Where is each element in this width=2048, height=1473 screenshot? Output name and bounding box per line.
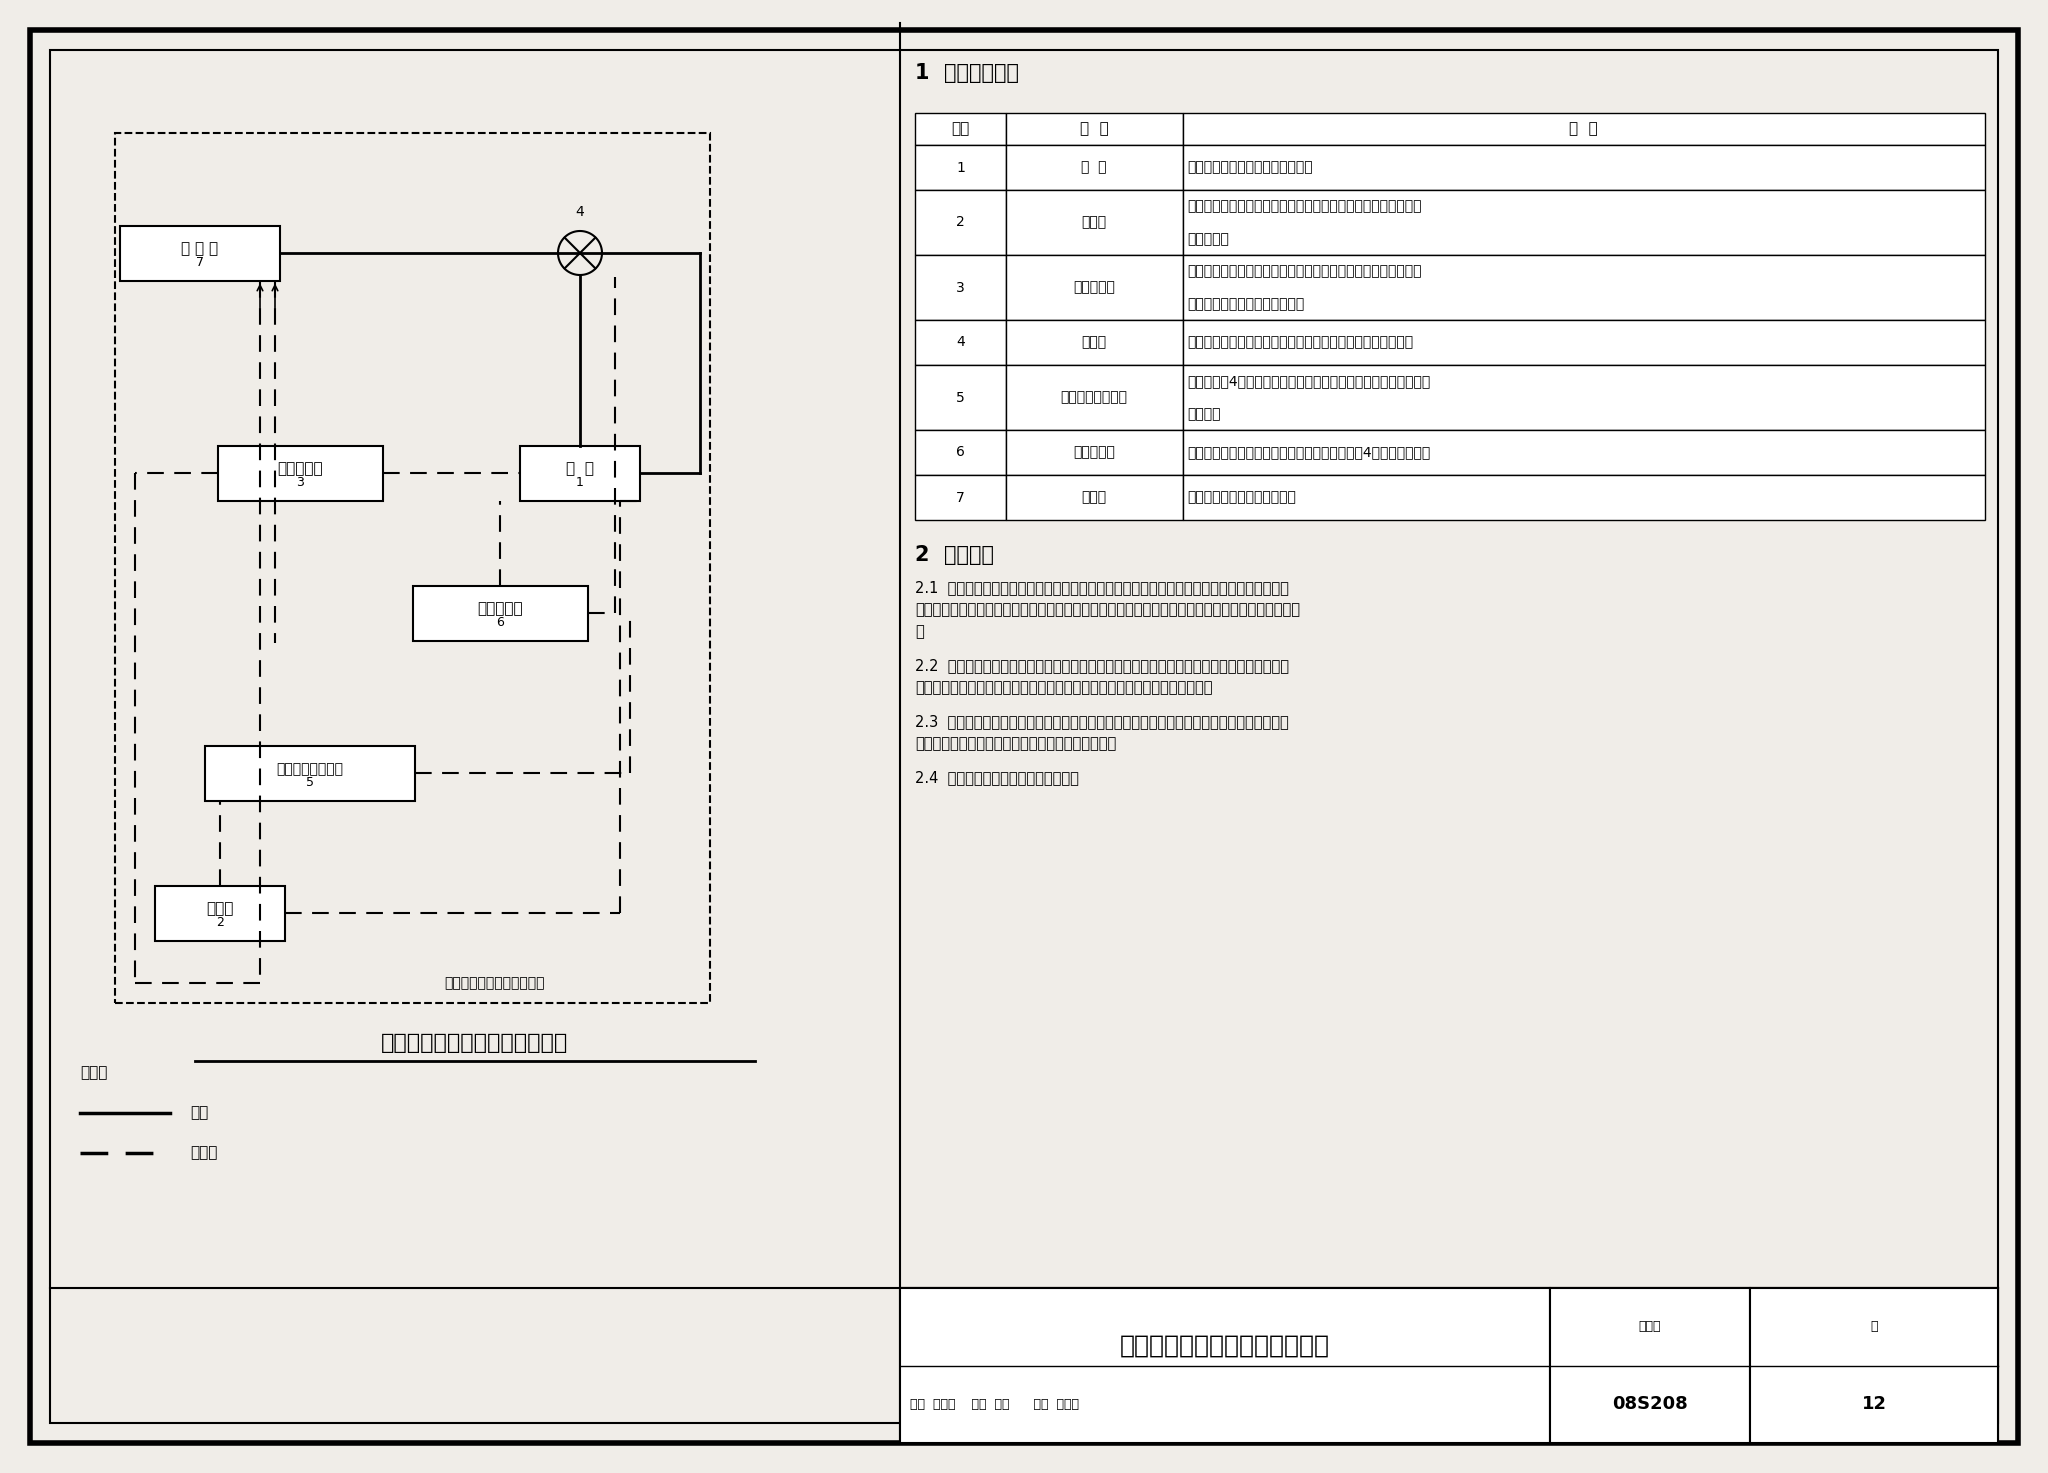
Text: 消 防 泵: 消 防 泵 (182, 242, 219, 256)
Bar (1182, 365, 1985, 430)
Bar (1182, 113, 1985, 144)
Bar (205, 745, 416, 800)
Text: 6: 6 (496, 617, 504, 629)
Text: 5: 5 (956, 390, 965, 405)
Bar (1182, 320, 1985, 365)
Text: 7: 7 (956, 491, 965, 504)
Text: 4: 4 (956, 336, 965, 349)
Text: 5: 5 (305, 776, 313, 790)
Text: 电动阀: 电动阀 (1081, 336, 1106, 349)
Text: 联动控制盒: 联动控制盒 (1073, 445, 1116, 460)
Text: 电控器: 电控器 (1081, 215, 1106, 230)
Text: 联动控制盒: 联动控制盒 (477, 601, 522, 617)
Text: 图集号: 图集号 (1638, 1320, 1661, 1333)
Text: 电控器: 电控器 (207, 901, 233, 916)
Text: 08S208: 08S208 (1612, 1395, 1688, 1413)
Bar (156, 885, 285, 940)
Text: 无线遥控器: 无线遥控器 (1073, 280, 1116, 295)
Bar (915, 190, 1006, 255)
Bar (1006, 190, 1182, 255)
Text: 电动阀门控制装置: 电动阀门控制装置 (276, 762, 344, 776)
Bar (915, 430, 1006, 474)
Bar (1006, 255, 1182, 320)
Text: 用于控制消防炮的高压水供应，平时常闭，消防炮工作时打开: 用于控制消防炮的高压水供应，平时常闭，消防炮工作时打开 (1188, 336, 1413, 349)
Text: 审核  戚晓专    校对  刘芳      设计  王世杰: 审核 戚晓专 校对 刘芳 设计 王世杰 (909, 1398, 1079, 1411)
Bar (915, 474, 1006, 520)
Text: 2  控制方式: 2 控制方式 (915, 545, 993, 566)
Bar (1006, 144, 1182, 190)
Text: 防值班室: 防值班室 (1188, 407, 1221, 421)
Bar (1006, 365, 1182, 430)
Text: 页: 页 (1870, 1320, 1878, 1333)
Bar (1550, 1287, 1749, 1444)
Text: 12: 12 (1862, 1395, 1886, 1413)
Bar (915, 113, 1006, 144)
Text: 功  能: 功 能 (1569, 121, 1597, 137)
Text: 2.2  遥控控制：发生火灾后，火灾探测系统报警，由消防控制中心手动启动消防炮控制阀及消: 2.2 遥控控制：发生火灾后，火灾探测系统报警，由消防控制中心手动启动消防炮控制… (915, 658, 1288, 673)
Text: 图例：: 图例： (80, 1065, 106, 1081)
Text: 6: 6 (956, 445, 965, 460)
Text: 7: 7 (197, 256, 205, 270)
Bar (915, 320, 1006, 365)
Bar (1006, 430, 1182, 474)
Bar (412, 585, 588, 641)
Bar (915, 365, 1006, 430)
Bar (121, 225, 281, 280)
Text: 1: 1 (575, 476, 584, 489)
Text: 3: 3 (956, 280, 965, 295)
Bar (915, 255, 1006, 320)
Bar (520, 445, 639, 501)
Bar (1182, 474, 1985, 520)
Text: 用于现场紧急开启消防炮，具有联锁启动电动阀4及消防泵的功能: 用于现场紧急开启消防炮，具有联锁启动电动阀4及消防泵的功能 (1188, 445, 1432, 460)
Text: 控制线: 控制线 (190, 1146, 217, 1161)
Bar (1182, 190, 1985, 255)
Text: 2.1  远程控制：发生火灾后，火灾探测系统报警，由消防控制中心手动启动消防炮控制阀及消: 2.1 远程控制：发生火灾后，火灾探测系统报警，由消防控制中心手动启动消防炮控制… (915, 580, 1288, 595)
Text: 用于供给消防炮系统灭火用水: 用于供给消防炮系统灭火用水 (1188, 491, 1296, 504)
Text: 水  炮: 水 炮 (1081, 161, 1108, 174)
Text: 3: 3 (297, 476, 303, 489)
Text: 防泵，供水灭火。通过遥控盒对消防炮的水平、垂直转动及俯仰角进行遥控。: 防泵，供水灭火。通过遥控盒对消防炮的水平、垂直转动及俯仰角进行遥控。 (915, 681, 1212, 695)
Text: 4: 4 (575, 205, 584, 219)
Text: 消防泵: 消防泵 (1081, 491, 1106, 504)
Text: 用于电动阀4供电与启闭控制，一般设于消防炮现场，也可设于消: 用于电动阀4供电与启闭控制，一般设于消防炮现场，也可设于消 (1188, 374, 1432, 389)
Text: 名  称: 名 称 (1079, 121, 1108, 137)
Bar (1006, 320, 1182, 365)
Text: 防值班室内: 防值班室内 (1188, 231, 1229, 246)
Text: 电动式远控消防水炮控制示意图: 电动式远控消防水炮控制示意图 (1120, 1333, 1329, 1358)
Bar (1006, 474, 1182, 520)
Bar (217, 445, 383, 501)
Text: 火灾现场远距离无线遥控消防炮: 火灾现场远距离无线遥控消防炮 (1188, 296, 1305, 311)
Bar (899, 1287, 1999, 1444)
Text: 防泵，供水灭火。通过设于消防值班室的消防炮电控器对消防炮的水平、垂直转动及俯仰角进行远控: 防泵，供水灭火。通过设于消防值班室的消防炮电控器对消防炮的水平、垂直转动及俯仰角… (915, 602, 1300, 617)
Text: 2: 2 (956, 215, 965, 230)
Bar (899, 1287, 1550, 1444)
Bar (1182, 255, 1985, 320)
Bar (1182, 144, 1985, 190)
Text: 2.4  现场手动控制具有优先控制功能。: 2.4 现场手动控制具有优先控制功能。 (915, 770, 1079, 785)
Text: 1  主要设备功能: 1 主要设备功能 (915, 63, 1020, 82)
Text: 通过无线遥控器上的操纵杆或按钮控制消防炮的工作姿态；可在: 通过无线遥控器上的操纵杆或按钮控制消防炮的工作姿态；可在 (1188, 264, 1421, 278)
Text: 消防炮控制台上设操纵杆控制消防炮的工作姿态；该设备设于消: 消防炮控制台上设操纵杆控制消防炮的工作姿态；该设备设于消 (1188, 199, 1421, 214)
Text: 。: 。 (915, 625, 924, 639)
Text: （设于消防值班室总控盒）: （设于消防值班室总控盒） (444, 977, 545, 990)
Text: 2.3  就地控制：发生火灾后，在火灾现场，通过联动控制盒启动消防炮控制阀及其他相关设备: 2.3 就地控制：发生火灾后，在火灾现场，通过联动控制盒启动消防炮控制阀及其他相… (915, 714, 1288, 729)
Text: 1: 1 (956, 161, 965, 174)
Bar (915, 144, 1006, 190)
Text: 电动阀门控制装置: 电动阀门控制装置 (1061, 390, 1128, 405)
Bar (1749, 1287, 1999, 1444)
Text: 无线遥控器: 无线遥控器 (276, 461, 324, 476)
Bar (115, 133, 711, 1003)
Text: 编号: 编号 (952, 121, 969, 137)
Text: 水  炮: 水 炮 (565, 461, 594, 476)
Text: 水管: 水管 (190, 1106, 209, 1121)
Text: 由电动机控制工作姿态的消防水炮: 由电动机控制工作姿态的消防水炮 (1188, 161, 1313, 174)
Text: ，供水灭火。消防炮可通过现场人员手动就地控制。: ，供水灭火。消防炮可通过现场人员手动就地控制。 (915, 736, 1116, 751)
Text: 2: 2 (215, 916, 223, 929)
Bar (1006, 113, 1182, 144)
Bar (1182, 430, 1985, 474)
Text: 电动式远控消防水炮控制示意图: 电动式远控消防水炮控制示意图 (381, 1033, 569, 1053)
